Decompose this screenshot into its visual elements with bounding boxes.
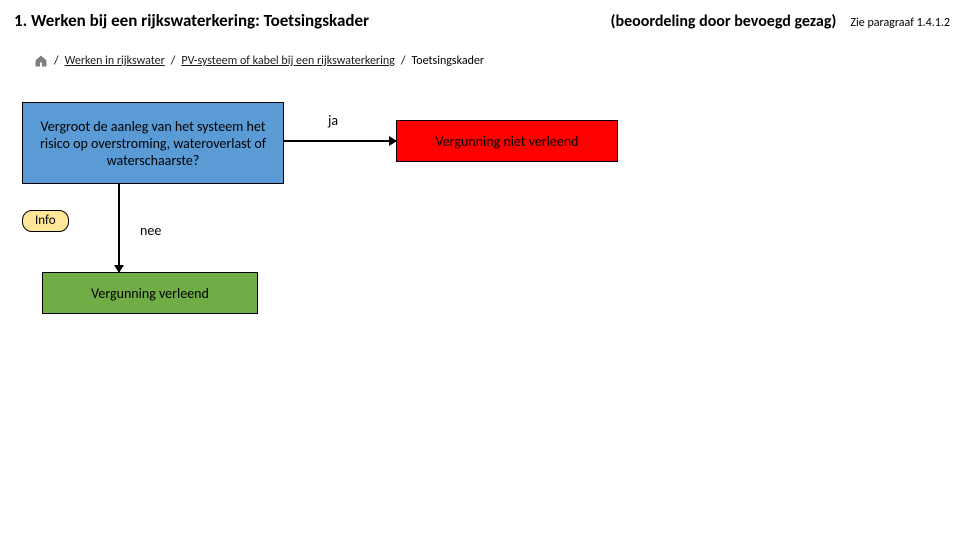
page: 1. Werken bij een rijkswaterkering: Toet… <box>0 0 960 540</box>
info-button-label: Info <box>35 213 56 228</box>
home-icon[interactable] <box>34 54 48 68</box>
outcome-node-label: Vergunning verleend <box>91 285 209 302</box>
reference-text: Zie paragraaf 1.4.1.2 <box>850 16 950 30</box>
header: 1. Werken bij een rijkswaterkering: Toet… <box>14 10 950 31</box>
breadcrumb: / Werken in rijkswater / PV-systeem of k… <box>34 54 484 68</box>
breadcrumb-separator: / <box>54 54 59 68</box>
page-title: 1. Werken bij een rijkswaterkering: Toet… <box>14 10 369 31</box>
outcome-node-granted: Vergunning verleend <box>42 272 258 314</box>
breadcrumb-link-2[interactable]: PV-systeem of kabel bij een rijkswaterke… <box>181 54 394 68</box>
outcome-node-label: Vergunning niet verleend <box>435 133 578 150</box>
breadcrumb-current: Toetsingskader <box>411 54 484 68</box>
page-subtitle: (beoordeling door bevoegd gezag) <box>611 12 837 31</box>
outcome-node-denied: Vergunning niet verleend <box>396 120 618 162</box>
breadcrumb-separator: / <box>171 54 176 68</box>
edge-label-nee: nee <box>140 222 161 239</box>
info-button[interactable]: Info <box>22 210 69 232</box>
breadcrumb-link-1[interactable]: Werken in rijkswater <box>65 54 165 68</box>
decision-node-question: Vergroot de aanleg van het systeem het r… <box>22 102 284 184</box>
edge-nee <box>118 184 120 272</box>
edge-label-ja: ja <box>328 112 338 129</box>
edge-ja <box>284 140 396 142</box>
decision-node-label: Vergroot de aanleg van het systeem het r… <box>31 118 275 169</box>
breadcrumb-separator: / <box>401 54 406 68</box>
